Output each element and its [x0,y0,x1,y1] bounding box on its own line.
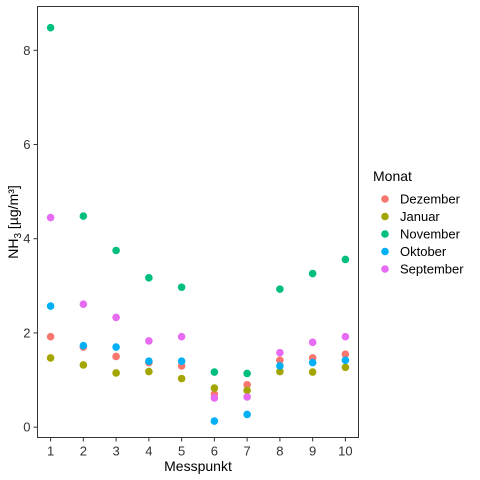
legend-label-oktober: Oktober [400,244,447,259]
data-point-november [341,255,350,264]
y-tick-label: 2 [23,325,30,340]
legend-label-november: November [400,227,461,242]
data-point-oktober [341,356,350,365]
data-point-januar [243,386,251,395]
data-point-oktober [79,341,88,350]
data-point-januar [276,367,284,376]
y-tick-label: 6 [23,137,30,152]
data-point-september [210,394,219,402]
data-point-oktober [276,362,284,370]
data-point-september [79,300,88,308]
x-axis: 1 2 3 4 5 6 7 8 9 10 [47,437,353,459]
data-point-oktober [112,343,120,351]
data-point-november [308,269,317,278]
y-tick-label: 0 [23,420,30,435]
data-point-oktober [210,417,219,425]
data-points [46,23,350,425]
x-tick-label: 6 [211,444,218,459]
legend-key-januar [381,212,389,221]
data-point-januar [341,363,350,372]
data-point-november [112,246,120,255]
data-point-januar [177,374,186,383]
legend-title: Monat [373,168,412,184]
data-point-dezember [276,356,284,365]
y-axis: 0 2 4 6 8 [23,43,38,435]
data-point-november [79,212,88,220]
data-point-november [243,369,251,378]
x-tick-label: 4 [145,444,152,459]
x-tick-label: 5 [178,444,185,459]
data-point-oktober [145,357,153,365]
data-point-september [46,213,55,222]
data-point-september [276,348,284,357]
x-tick-label: 10 [338,444,352,459]
data-point-september [145,337,153,345]
x-tick-label: 2 [80,444,87,459]
x-tick-label: 7 [244,444,251,459]
legend: Monat Dezember Januar November Oktober Septe… [373,168,464,277]
data-point-oktober [46,302,55,310]
data-point-januar [210,384,219,392]
data-point-september [308,338,317,347]
x-tick-label: 9 [309,444,316,459]
legend-label-januar: Januar [400,209,440,224]
data-point-januar [112,369,120,377]
x-tick-label: 3 [112,444,119,459]
legend-key-dezember [381,195,389,203]
data-point-januar [79,361,88,369]
data-point-dezember [46,332,55,341]
data-point-september [177,332,186,341]
data-point-oktober [243,410,251,419]
panel-border [37,6,359,438]
y-axis-title-main: NH [5,239,21,259]
data-point-oktober [308,358,317,367]
legend-key-september [381,265,389,273]
data-point-oktober [177,357,186,365]
y-tick-label: 8 [23,43,30,58]
legend-label-dezember: Dezember [400,192,461,207]
x-tick-label: 1 [47,444,54,459]
legend-key-november [381,230,389,238]
data-point-november [210,368,219,376]
data-point-november [276,285,284,293]
y-axis-title: NH3 [µg/m³] [5,185,24,259]
y-axis-title-subscript: 3 [13,233,24,239]
x-axis-title: Messpunkt [164,458,232,474]
data-point-november [177,283,186,292]
y-axis-title-unit: [µg/m³] [5,185,21,233]
data-point-november [145,274,153,282]
data-point-dezember [112,352,120,361]
data-point-januar [145,367,153,376]
data-point-dezember [243,380,251,389]
y-tick-label: 4 [23,231,30,246]
legend-key-oktober [381,247,389,256]
data-point-januar [46,354,55,362]
data-point-januar [308,368,317,376]
x-tick-label: 8 [276,444,283,459]
data-point-september [112,313,120,322]
data-point-november [46,23,55,32]
data-point-dezember [341,350,350,358]
data-point-september [341,332,350,341]
legend-label-september: September [400,262,464,277]
data-point-september [243,393,251,401]
